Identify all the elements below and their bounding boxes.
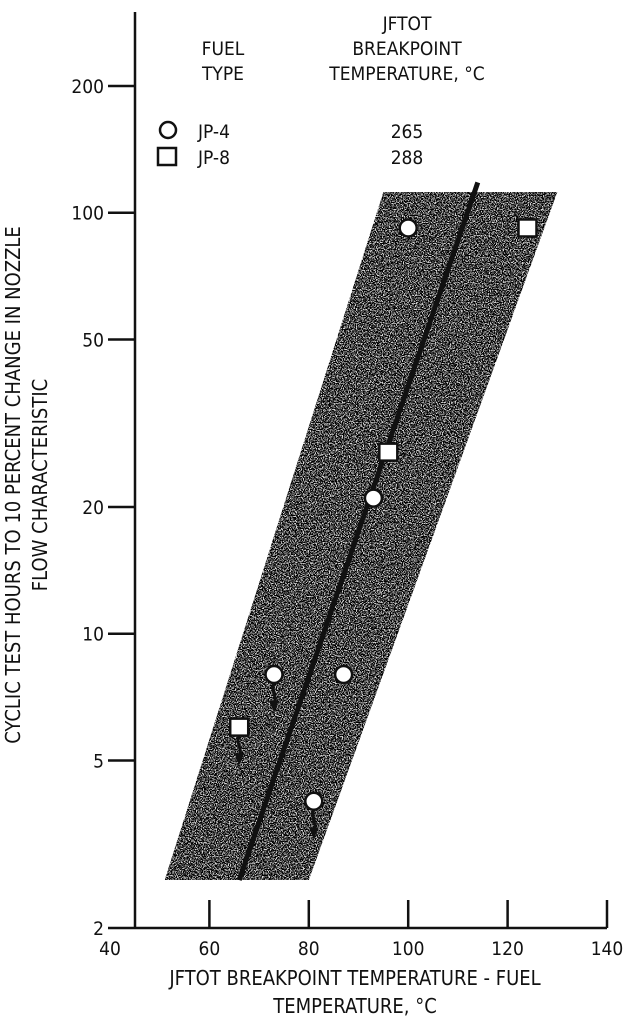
y-tick-label: 50: [82, 329, 104, 351]
y-tick-label: 2: [93, 918, 104, 940]
x-axis-title: JFTOT BREAKPOINT TEMPERATURE - FUEL TEMP…: [168, 966, 540, 1018]
y-tick-label: 20: [82, 497, 104, 519]
legend-entry-2-fuel: JP-8: [197, 147, 230, 169]
legend-entry-1-temp: 265: [391, 121, 424, 143]
legend-square-marker: [156, 146, 178, 167]
x-tick-label: 80: [298, 938, 320, 960]
axes: [133, 12, 607, 930]
legend-circle-marker: [158, 120, 178, 140]
legend-header-col2-line1: JFTOT: [382, 13, 432, 35]
y-tick-label: 100: [71, 203, 104, 225]
data-point-circle: [333, 664, 354, 685]
x-axis-title-line2: TEMPERATURE, °C: [272, 994, 437, 1018]
legend-header-col1-line2: TYPE: [201, 63, 244, 85]
trend-line-layer: [236, 181, 481, 881]
y-axis-title-line2: FLOW CHARACTERISTIC: [28, 379, 52, 591]
x-tick-label: 120: [491, 938, 524, 960]
legend-entry-1-fuel: JP-4: [197, 121, 230, 143]
y-axis-title: CYCLIC TEST HOURS TO 10 PERCENT CHANGE I…: [1, 226, 52, 744]
x-tick-label: 60: [199, 938, 221, 960]
legend-header-col2-line2: BREAKPOINT: [352, 38, 462, 60]
y-axis-title-line1: CYCLIC TEST HOURS TO 10 PERCENT CHANGE I…: [1, 226, 25, 744]
y-tick-label: 10: [82, 624, 104, 646]
y-tick-label: 5: [93, 750, 104, 772]
x-tick-label: 40: [99, 938, 121, 960]
down-arrow-head: [269, 700, 280, 713]
points-layer: [228, 218, 538, 840]
x-tick-label: 140: [591, 938, 624, 960]
data-point-circle: [363, 488, 384, 508]
data-point-circle: [398, 218, 418, 238]
scatter-band-layer: [164, 192, 558, 880]
legend: FUEL TYPE JFTOT BREAKPOINT TEMPERATURE, …: [156, 13, 485, 169]
legend-header-col1-line1: FUEL: [202, 38, 245, 60]
data-point-circle: [264, 664, 284, 685]
legend-header-col2-line3: TEMPERATURE, °C: [328, 63, 484, 85]
x-axis-title-line1: JFTOT BREAKPOINT TEMPERATURE - FUEL: [168, 966, 540, 990]
down-arrow-head: [308, 827, 319, 840]
scatter-band-speckle: [164, 192, 558, 880]
x-ticks: 40 60 80 100 120 140: [99, 900, 623, 960]
data-point-square: [378, 442, 399, 462]
data-point-circle: [304, 791, 324, 812]
data-point-square: [228, 717, 250, 737]
y-ticks: 2 5 10 20 50 100 200: [71, 76, 135, 940]
trend-line: [236, 181, 481, 881]
legend-entry-2-temp: 288: [391, 147, 424, 169]
y-tick-label: 200: [71, 76, 104, 98]
x-tick-label: 100: [392, 938, 425, 960]
data-point-square: [517, 218, 538, 238]
down-arrow-head: [234, 753, 245, 766]
